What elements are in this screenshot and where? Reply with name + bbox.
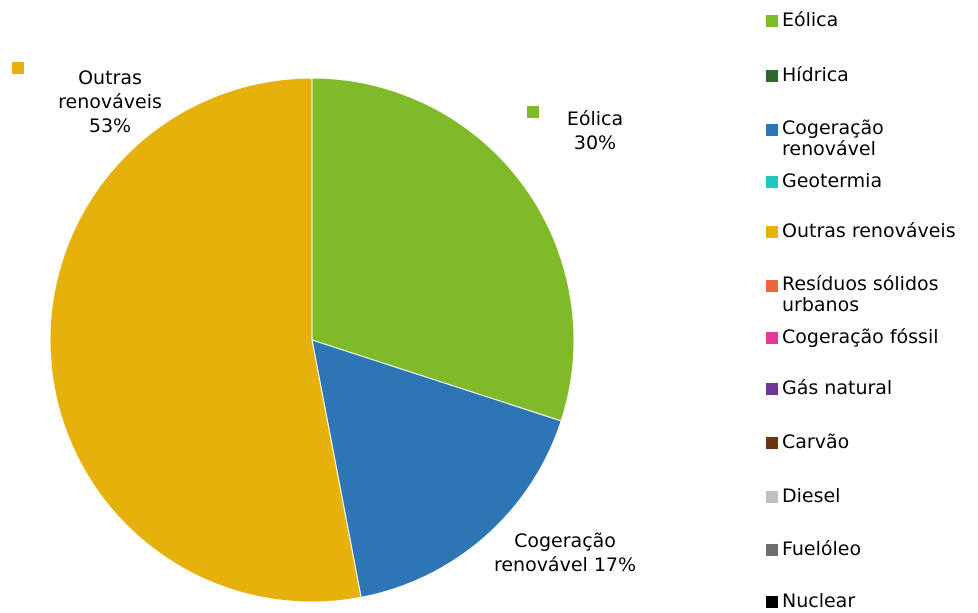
legend-label-nuclear: Nuclear <box>782 590 856 612</box>
legend-label-fueloleo: Fuelóleo <box>782 538 862 560</box>
legend-label-diesel: Diesel <box>782 485 841 507</box>
pie-chart <box>49 77 575 603</box>
outras-label-swatch <box>12 62 24 74</box>
cogeracao-data-label: Cogeração renovável 17% <box>480 529 650 577</box>
legend-swatch-cogeracao-fossil <box>766 332 778 344</box>
legend-swatch-carvao <box>766 437 778 449</box>
legend-swatch-fueloleo <box>766 544 778 556</box>
outras-data-label: Outras renováveis 53% <box>45 66 175 138</box>
legend-label-eolica: Eólica <box>782 9 839 31</box>
legend-swatch-cogeracao-renovavel <box>766 124 778 136</box>
legend-label-gas-natural: Gás natural <box>782 377 893 399</box>
cogeracao-label-name: Cogeração <box>514 530 616 552</box>
legend-swatch-diesel <box>766 491 778 503</box>
eolica-label-percent: 30% <box>573 132 617 154</box>
legend-swatch-eolica <box>766 15 778 27</box>
eolica-data-label: Eólica 30% <box>545 107 645 155</box>
outras-label-name-2: renováveis <box>58 91 162 113</box>
pie-slice-outras-renovaveis <box>49 77 362 603</box>
eolica-label-swatch <box>527 106 539 118</box>
cogeracao-label-percent: renovável 17% <box>493 554 637 576</box>
pie-slice-cogeracao-renovavel <box>311 339 562 598</box>
cogeracao-label-swatch <box>470 526 482 538</box>
outras-label-percent: 53% <box>88 115 132 137</box>
legend-swatch-residuos-solidos-urbanos <box>766 280 778 292</box>
legend-label-outras-renovaveis: Outras renováveis <box>782 220 956 242</box>
legend-label-cogeracao-fossil: Cogeração fóssil <box>782 326 939 348</box>
legend-swatch-outras-renovaveis <box>766 226 778 238</box>
outras-label-name-1: Outras <box>78 67 142 89</box>
legend-label-cogeracao-renovavel: Cogeração renovável <box>782 117 884 160</box>
legend-swatch-hidrica <box>766 70 778 82</box>
legend-swatch-nuclear <box>766 596 778 608</box>
legend-swatch-geotermia <box>766 176 778 188</box>
legend-label-hidrica: Hídrica <box>782 64 849 86</box>
eolica-label-name: Eólica <box>566 108 624 130</box>
legend-label-geotermia: Geotermia <box>782 170 883 192</box>
legend-label-residuos-solidos-urbanos: Resíduos sólidos urbanos <box>782 273 939 316</box>
legend-label-carvao: Carvão <box>782 431 850 453</box>
pie-slices <box>49 77 575 603</box>
pie-slice-eolica <box>311 77 575 422</box>
legend-swatch-gas-natural <box>766 383 778 395</box>
